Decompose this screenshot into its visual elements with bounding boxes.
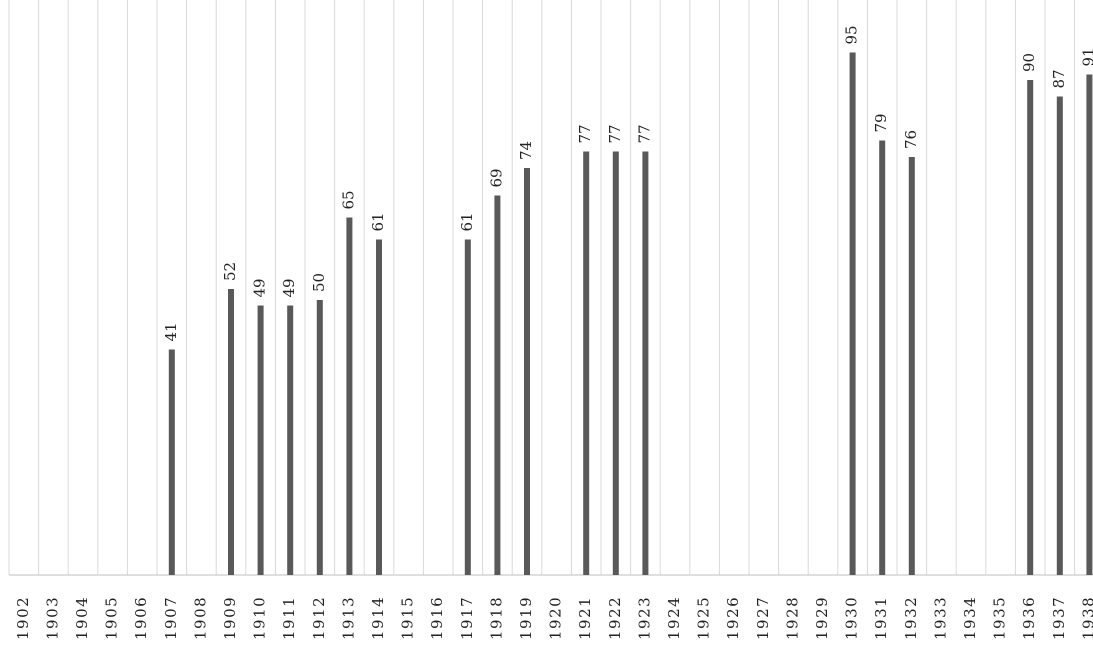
bar-1930 bbox=[849, 52, 856, 575]
x-tick-label-1913: 1913 bbox=[339, 596, 357, 640]
bar-1907 bbox=[168, 349, 175, 575]
bar-1936 bbox=[1027, 80, 1034, 575]
x-axis-ticks: 1902 1903 1904 1905 1906 1907 1908 1909 1910 1911… bbox=[14, 596, 1093, 640]
data-label-1938: 91 bbox=[1079, 47, 1093, 66]
bar-1912 bbox=[316, 300, 323, 575]
x-tick-label-1902: 1902 bbox=[14, 596, 32, 640]
data-label-1917: 61 bbox=[458, 212, 476, 231]
bar-1909 bbox=[228, 289, 234, 575]
data-label-1910: 49 bbox=[251, 278, 269, 297]
bar-1937 bbox=[1056, 96, 1063, 575]
data-label-1919: 74 bbox=[517, 141, 535, 160]
bar-1918 bbox=[494, 195, 501, 575]
bar-1921 bbox=[583, 151, 590, 575]
x-tick-label-1934: 1934 bbox=[961, 596, 979, 640]
data-label-1923: 77 bbox=[635, 124, 653, 143]
bar-1910 bbox=[257, 305, 264, 575]
x-tick-label-1929: 1929 bbox=[813, 596, 831, 640]
x-tick-label-1916: 1916 bbox=[428, 596, 446, 640]
x-tick-label-1922: 1922 bbox=[606, 596, 624, 640]
x-tick-label-1906: 1906 bbox=[132, 596, 150, 640]
data-label-1922: 77 bbox=[606, 124, 624, 143]
x-tick-label-1908: 1908 bbox=[191, 596, 209, 640]
data-label-1918: 69 bbox=[487, 168, 505, 187]
x-tick-label-1918: 1918 bbox=[487, 596, 505, 640]
x-tick-label-1920: 1920 bbox=[547, 596, 565, 640]
x-tick-label-1931: 1931 bbox=[872, 596, 890, 640]
data-label-1911: 49 bbox=[280, 278, 298, 297]
data-labels: 41 52 49 49 50 65 61 61 69 74 77 77 77 95 79 76 90 87 91 bbox=[162, 25, 1093, 341]
data-label-1930: 95 bbox=[843, 25, 861, 44]
x-tick-label-1927: 1927 bbox=[754, 596, 772, 640]
bar-1917 bbox=[464, 239, 471, 575]
bar-1938 bbox=[1086, 74, 1093, 575]
x-tick-label-1904: 1904 bbox=[73, 596, 91, 640]
data-label-1937: 87 bbox=[1050, 69, 1068, 88]
bar-1914 bbox=[376, 239, 382, 575]
bar-1919 bbox=[524, 168, 530, 575]
gridlines bbox=[8, 0, 1093, 576]
x-tick-label-1924: 1924 bbox=[665, 596, 683, 640]
x-tick-label-1932: 1932 bbox=[902, 596, 920, 640]
data-label-1932: 76 bbox=[902, 130, 920, 149]
x-tick-label-1903: 1903 bbox=[43, 596, 61, 640]
x-tick-label-1909: 1909 bbox=[221, 596, 239, 640]
x-tick-label-1937: 1937 bbox=[1050, 596, 1068, 640]
x-tick-label-1928: 1928 bbox=[783, 596, 801, 640]
bars bbox=[168, 52, 1093, 575]
data-label-1913: 65 bbox=[339, 190, 357, 209]
x-tick-label-1921: 1921 bbox=[576, 596, 594, 640]
x-tick-label-1923: 1923 bbox=[635, 596, 653, 640]
data-label-1912: 50 bbox=[310, 273, 328, 292]
x-tick-label-1915: 1915 bbox=[399, 596, 417, 640]
x-tick-label-1911: 1911 bbox=[280, 596, 298, 640]
bar-1932 bbox=[908, 157, 915, 575]
x-tick-label-1912: 1912 bbox=[310, 596, 328, 640]
x-tick-label-1919: 1919 bbox=[517, 596, 535, 640]
bar-1931 bbox=[879, 140, 886, 575]
x-tick-label-1905: 1905 bbox=[103, 596, 121, 640]
x-tick-label-1935: 1935 bbox=[991, 596, 1009, 640]
data-label-1909: 52 bbox=[221, 262, 239, 281]
data-label-1921: 77 bbox=[576, 124, 594, 143]
x-tick-label-1910: 1910 bbox=[251, 596, 269, 640]
x-tick-label-1917: 1917 bbox=[458, 596, 476, 640]
data-label-1931: 79 bbox=[872, 113, 890, 132]
x-tick-label-1936: 1936 bbox=[1020, 596, 1038, 640]
bar-1913 bbox=[346, 217, 353, 575]
x-tick-label-1933: 1933 bbox=[931, 596, 949, 640]
x-tick-label-1925: 1925 bbox=[695, 596, 713, 640]
x-tick-label-1930: 1930 bbox=[843, 596, 861, 640]
bar-1922 bbox=[612, 151, 619, 575]
bar-1911 bbox=[287, 305, 294, 575]
x-tick-label-1926: 1926 bbox=[724, 596, 742, 640]
data-label-1914: 61 bbox=[369, 212, 387, 231]
x-tick-label-1914: 1914 bbox=[369, 596, 387, 640]
x-tick-label-1938: 1938 bbox=[1079, 596, 1093, 640]
bar-1923 bbox=[642, 151, 649, 575]
data-label-1907: 41 bbox=[162, 322, 180, 341]
x-tick-label-1907: 1907 bbox=[162, 596, 180, 640]
data-label-1936: 90 bbox=[1020, 53, 1038, 72]
